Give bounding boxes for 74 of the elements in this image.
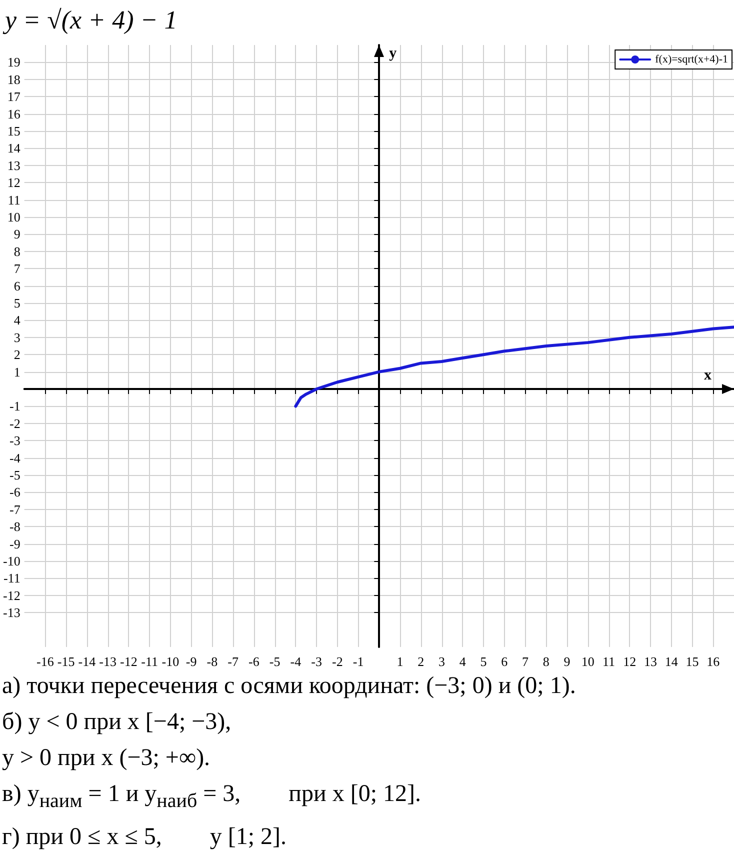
y-tick-label: 3 bbox=[14, 330, 20, 345]
y-tick-label: 4 bbox=[14, 312, 21, 328]
x-tick-label: -5 bbox=[269, 654, 280, 669]
x-tick-label: -11 bbox=[141, 654, 158, 669]
x-tick-label: 10 bbox=[581, 654, 594, 669]
text: в) y$_{наим}$ = 1 и y$_{наиб}$ = 3, при x [0; 12]. bbox=[2, 780, 422, 814]
x-tick-label: 5 bbox=[480, 654, 487, 669]
y-tick-label: -4 bbox=[9, 450, 21, 466]
y-tick-label: 6 bbox=[14, 278, 21, 294]
x-tick-label: -4 bbox=[290, 654, 302, 669]
y-tick-label: 12 bbox=[7, 175, 20, 190]
y-tick-label: -13 bbox=[2, 605, 20, 620]
y-tick-label: -7 bbox=[9, 502, 21, 517]
y-tick-label: 17 bbox=[7, 89, 21, 104]
x-tick-label: -6 bbox=[248, 654, 260, 669]
x-tick-label: -8 bbox=[206, 654, 218, 669]
x-tick-label: 4 bbox=[459, 654, 466, 669]
x-tick-label: 14 bbox=[664, 654, 678, 669]
x-tick-label: 15 bbox=[686, 654, 699, 669]
y-tick-label: -2 bbox=[9, 416, 20, 431]
x-tick-label: 11 bbox=[602, 654, 616, 669]
legend-label: f(x)=sqrt(x+4)-1 bbox=[655, 54, 728, 66]
y-tick-label: 9 bbox=[14, 226, 20, 242]
y-tick-label: -9 bbox=[9, 536, 20, 552]
x-tick-label: -9 bbox=[186, 654, 197, 669]
y-tick-label: -6 bbox=[9, 484, 21, 500]
text: г) при 0 ≤ x ≤ 5, y [1; 2]. bbox=[2, 822, 288, 852]
y-tick-label: 2 bbox=[14, 347, 20, 362]
y-tick-label: 14 bbox=[7, 140, 21, 156]
y-tick-label: 7 bbox=[14, 261, 21, 276]
y-tick-label: -1 bbox=[9, 398, 20, 414]
y-tick-label: 16 bbox=[7, 106, 21, 122]
y-tick-label: 8 bbox=[14, 244, 20, 259]
text: а) точки пересечения с осями координат: (−3; 0) и (0; 1). bbox=[2, 672, 577, 701]
text: y > 0 при x (−3; +∞). bbox=[2, 744, 212, 773]
y-axis-title: y bbox=[389, 46, 398, 62]
line-series bbox=[294, 326, 734, 408]
x-tick-label: 1 bbox=[396, 654, 404, 669]
y-tick-label: -10 bbox=[2, 554, 20, 568]
y-tick-label: 10 bbox=[7, 210, 20, 224]
x-tick-label: 9 bbox=[564, 654, 570, 669]
y-tick-label: 13 bbox=[7, 158, 20, 173]
y-tick-label: -3 bbox=[9, 433, 20, 448]
x-tick-label: -7 bbox=[228, 654, 239, 669]
x-tick-label: 7 bbox=[522, 654, 530, 669]
x-tick-label: 13 bbox=[644, 654, 658, 669]
x-tick-label: -2 bbox=[332, 654, 343, 669]
y-tick-label: 1 bbox=[14, 364, 20, 380]
y-tick-label: 19 bbox=[7, 54, 20, 70]
chart-title: y = √(x + 4) − 1 bbox=[2, 6, 178, 34]
x-tick-label: 3 bbox=[438, 654, 446, 669]
x-tick-label: -14 bbox=[78, 654, 96, 669]
x-tick-label: -16 bbox=[36, 654, 54, 669]
x-tick-label: -1 bbox=[352, 654, 364, 669]
x-tick-label: -10 bbox=[162, 654, 180, 669]
y-tick-label: -11 bbox=[3, 570, 20, 586]
y-tick-label: -5 bbox=[9, 468, 20, 482]
y-tick-label: 18 bbox=[7, 72, 20, 87]
text: б) y < 0 при x [−4; −3), bbox=[2, 708, 232, 737]
y-tick-label: -8 bbox=[9, 519, 20, 534]
y-tick-label: 15 bbox=[7, 124, 20, 138]
x-axis-title: x bbox=[704, 368, 712, 384]
x-tick-label: -13 bbox=[99, 654, 116, 669]
x-tick-label: -3 bbox=[311, 654, 322, 669]
x-tick-label: 6 bbox=[501, 654, 508, 669]
y-tick-label: 5 bbox=[14, 296, 20, 310]
x-tick-label: -12 bbox=[120, 654, 138, 669]
x-tick-label: 2 bbox=[418, 654, 424, 669]
y-tick-label: 11 bbox=[8, 192, 20, 208]
x-tick-label: 16 bbox=[706, 654, 720, 669]
y-tick-label: -12 bbox=[2, 588, 20, 603]
x-tick-label: 12 bbox=[623, 654, 636, 669]
x-tick-label: -15 bbox=[57, 654, 75, 669]
x-tick-label: 8 bbox=[542, 654, 550, 669]
